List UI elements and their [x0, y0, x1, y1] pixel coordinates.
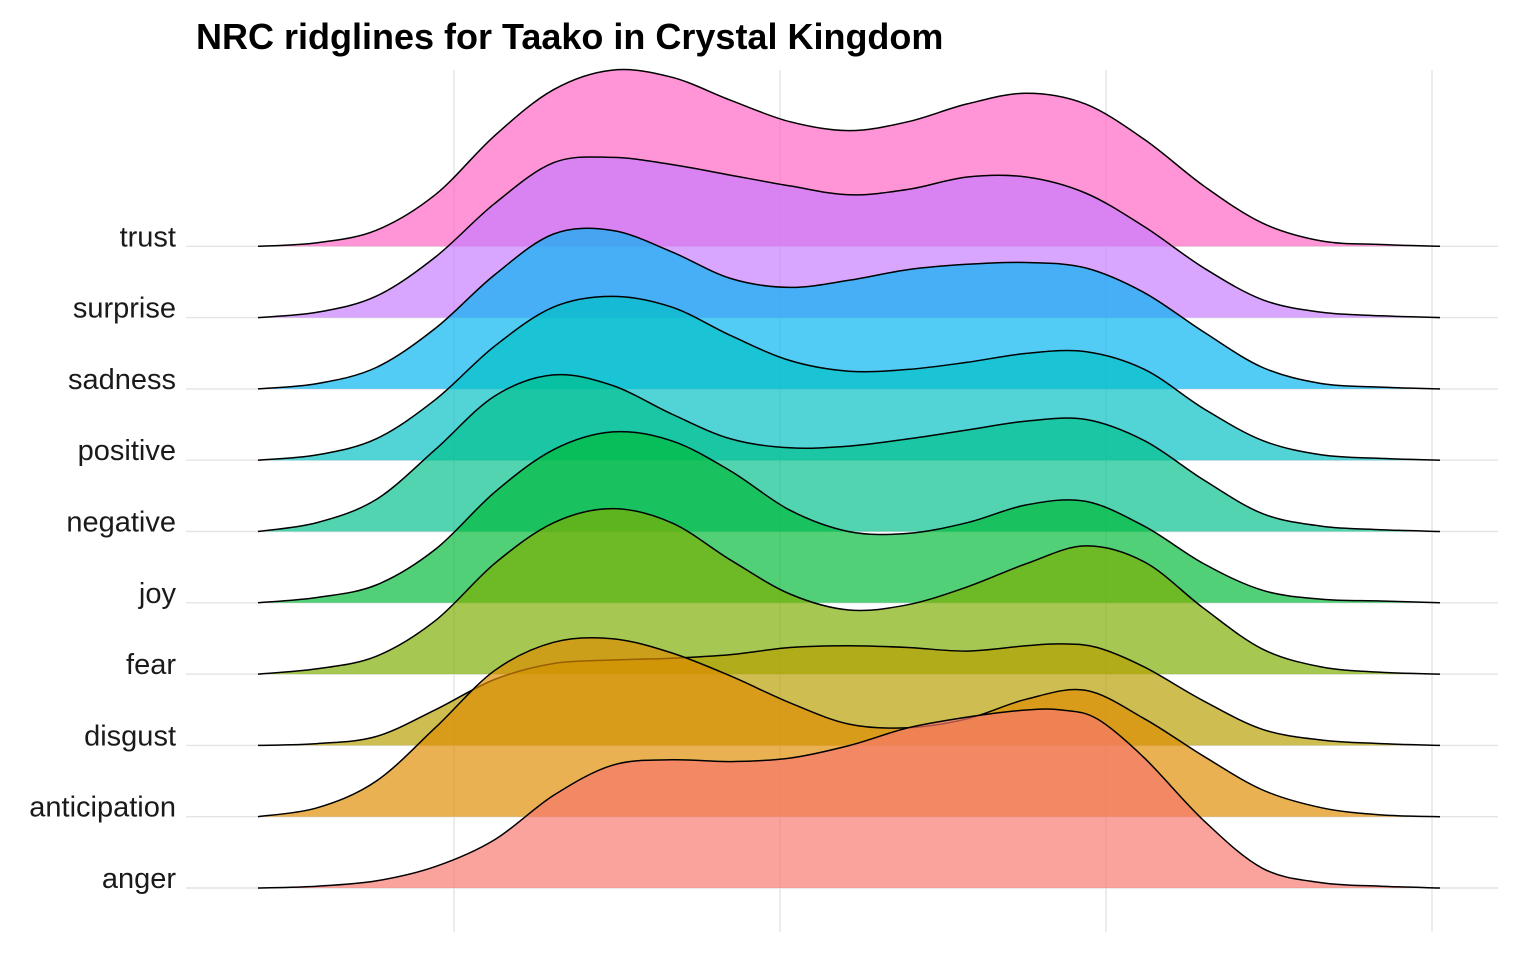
ridge-layer	[257, 68, 1441, 889]
label-layer: anger anticipation disgust fear joy negative p…	[29, 221, 176, 895]
category-label-trust: trust	[120, 221, 176, 253]
ridge-line-positive	[257, 295, 1441, 461]
category-label-negative: negative	[66, 507, 176, 539]
ridge-line-negative	[257, 373, 1441, 533]
ridge-line-disgust	[257, 643, 1441, 747]
ridge-line-surprise	[257, 156, 1441, 319]
ridge-line-sadness	[257, 227, 1441, 390]
category-label-joy: joy	[138, 578, 177, 610]
ridge-area-fear	[258, 508, 1440, 675]
ridge-line-trust	[257, 68, 1441, 248]
ridge-line-fear	[257, 507, 1441, 675]
category-label-disgust: disgust	[84, 720, 176, 752]
category-label-anger: anger	[102, 863, 177, 895]
category-label-anticipation: anticipation	[29, 792, 176, 824]
category-label-sadness: sadness	[68, 364, 176, 396]
chart-title: NRC ridglines for Taako in Crystal Kingd…	[196, 16, 943, 57]
ridge-line-anger	[257, 708, 1441, 889]
ridge-area-anger	[258, 708, 1440, 888]
category-label-fear: fear	[126, 649, 176, 681]
category-label-positive: positive	[78, 435, 176, 467]
category-label-surprise: surprise	[73, 293, 176, 325]
ridge-line-joy	[257, 430, 1441, 604]
ridge-line-anticipation	[257, 636, 1441, 818]
